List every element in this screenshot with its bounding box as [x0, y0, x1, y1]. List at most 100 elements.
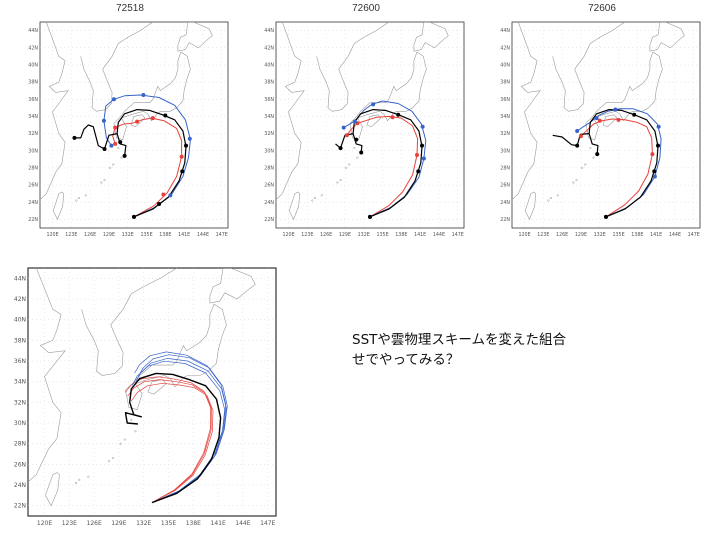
lon-tick-label: 120E: [46, 232, 58, 238]
track-point-red: [390, 115, 395, 120]
track-observed-branch: [552, 133, 590, 147]
island: [78, 478, 81, 481]
lon-tick-label: 132E: [358, 232, 370, 238]
lon-tick-label: 144E: [433, 232, 445, 238]
island: [130, 418, 133, 421]
lat-tick-label: 30N: [28, 148, 38, 154]
track-point-observed: [354, 137, 359, 142]
lat-tick-label: 24N: [500, 200, 510, 206]
lat-tick-label: 24N: [28, 200, 38, 206]
coastline: [649, 22, 685, 52]
lon-tick-label: 144E: [197, 232, 209, 238]
lon-tick-label: 135E: [612, 232, 624, 238]
track-point-red: [179, 154, 184, 159]
track-point-observed: [122, 153, 127, 158]
lat-tick-label: 38N: [14, 337, 26, 344]
coastline: [590, 22, 625, 44]
map-svg: 44N 42N 40N 38N 36N 34N 32N 30N 28N 26N 24N 22N 120E…: [28, 21, 229, 238]
lat-tick-label: 40N: [28, 63, 38, 69]
track-red: [580, 118, 653, 218]
track-point-red: [135, 119, 140, 124]
lon-tick-label: 120E: [37, 520, 52, 527]
island: [109, 166, 112, 169]
lat-tick-label: 32N: [14, 399, 26, 406]
graticule: [28, 268, 276, 516]
lon-tick-label: 126E: [87, 520, 102, 527]
coastline: [28, 268, 66, 483]
lon-tick-label: 123E: [537, 232, 549, 238]
lon-tick-label: 132E: [136, 520, 151, 527]
track-point-observed: [420, 143, 425, 148]
lat-tick-label: 32N: [28, 131, 38, 137]
track-point-blue: [168, 193, 173, 198]
lat-tick-label: 34N: [14, 379, 26, 386]
island: [112, 457, 115, 460]
coastline: [40, 22, 69, 200]
track-member: [127, 379, 212, 503]
island: [313, 196, 316, 200]
track-point-red: [113, 141, 118, 146]
coastline: [512, 22, 541, 200]
island: [120, 156, 123, 159]
graticule: [40, 22, 228, 228]
coastline: [276, 22, 305, 200]
island: [547, 199, 550, 202]
track-point-observed: [656, 143, 661, 148]
lat-tick-label: 32N: [264, 131, 274, 137]
track-point-blue: [652, 174, 657, 179]
track-point-observed: [575, 143, 580, 148]
comment-line-1: SSTや雲物理スキームを変えた組合: [352, 332, 566, 348]
track-point-observed: [604, 214, 608, 219]
lat-tick-label: 36N: [264, 97, 274, 103]
track-point-observed: [118, 140, 123, 145]
comment-text: SSTや雲物理スキームを変えた組合 せでやってみる？: [352, 330, 652, 370]
lat-tick-label: 34N: [264, 114, 274, 120]
lat-tick-label: 38N: [500, 80, 510, 86]
island: [345, 166, 348, 169]
track-blue: [576, 108, 662, 218]
lat-tick-label: 34N: [28, 114, 38, 120]
island: [134, 430, 137, 433]
lon-tick-label: 129E: [111, 520, 126, 527]
track-point-observed: [184, 143, 189, 148]
track-point-red: [578, 134, 583, 139]
lon-tick-label: 126E: [556, 232, 568, 238]
lat-tick-label: 26N: [28, 183, 38, 189]
track-observed: [124, 372, 222, 504]
lat-tick-label: 42N: [28, 45, 38, 51]
lat-tick-label: 36N: [500, 97, 510, 103]
lat-tick-label: 36N: [14, 358, 26, 365]
track-point-observed: [416, 169, 421, 174]
coastline: [413, 22, 449, 52]
track-point-observed: [632, 112, 637, 117]
track-point-blue: [109, 143, 114, 148]
track-point-observed: [359, 150, 364, 155]
track-point-observed: [338, 146, 343, 151]
lat-tick-label: 28N: [14, 441, 26, 448]
lat-tick-label: 38N: [28, 80, 38, 86]
lat-tick-label: 40N: [500, 63, 510, 69]
track-point-red: [150, 116, 155, 121]
island: [123, 438, 126, 441]
island: [549, 196, 552, 200]
island: [107, 460, 111, 463]
track-map: 44N 42N 40N 38N 36N 34N 32N 30N 28N 26N 24N 22N 120E…: [256, 18, 476, 246]
track-map: 44N 42N 40N 38N 36N 34N 32N 30N 28N 26N 24N 22N 120E…: [20, 18, 240, 246]
island: [100, 181, 103, 184]
lon-tick-label: 126E: [320, 232, 332, 238]
track-point-blue: [341, 125, 346, 130]
map-svg: 44N 42N 40N 38N 36N 34N 32N 30N 28N 26N 24N 22N 120E…: [14, 267, 277, 527]
lon-tick-label: 147E: [216, 232, 228, 238]
island: [592, 156, 595, 159]
lon-tick-label: 141E: [414, 232, 426, 238]
coastline: [288, 191, 301, 221]
track-member: [124, 376, 211, 503]
lon-tick-label: 147E: [260, 520, 275, 527]
island: [84, 194, 87, 197]
coastline: [45, 472, 60, 507]
lon-tick-label: 141E: [178, 232, 190, 238]
lon-tick-label: 144E: [669, 232, 681, 238]
lat-tick-label: 40N: [264, 63, 274, 69]
coastline: [349, 51, 427, 140]
map-body: [512, 22, 685, 221]
